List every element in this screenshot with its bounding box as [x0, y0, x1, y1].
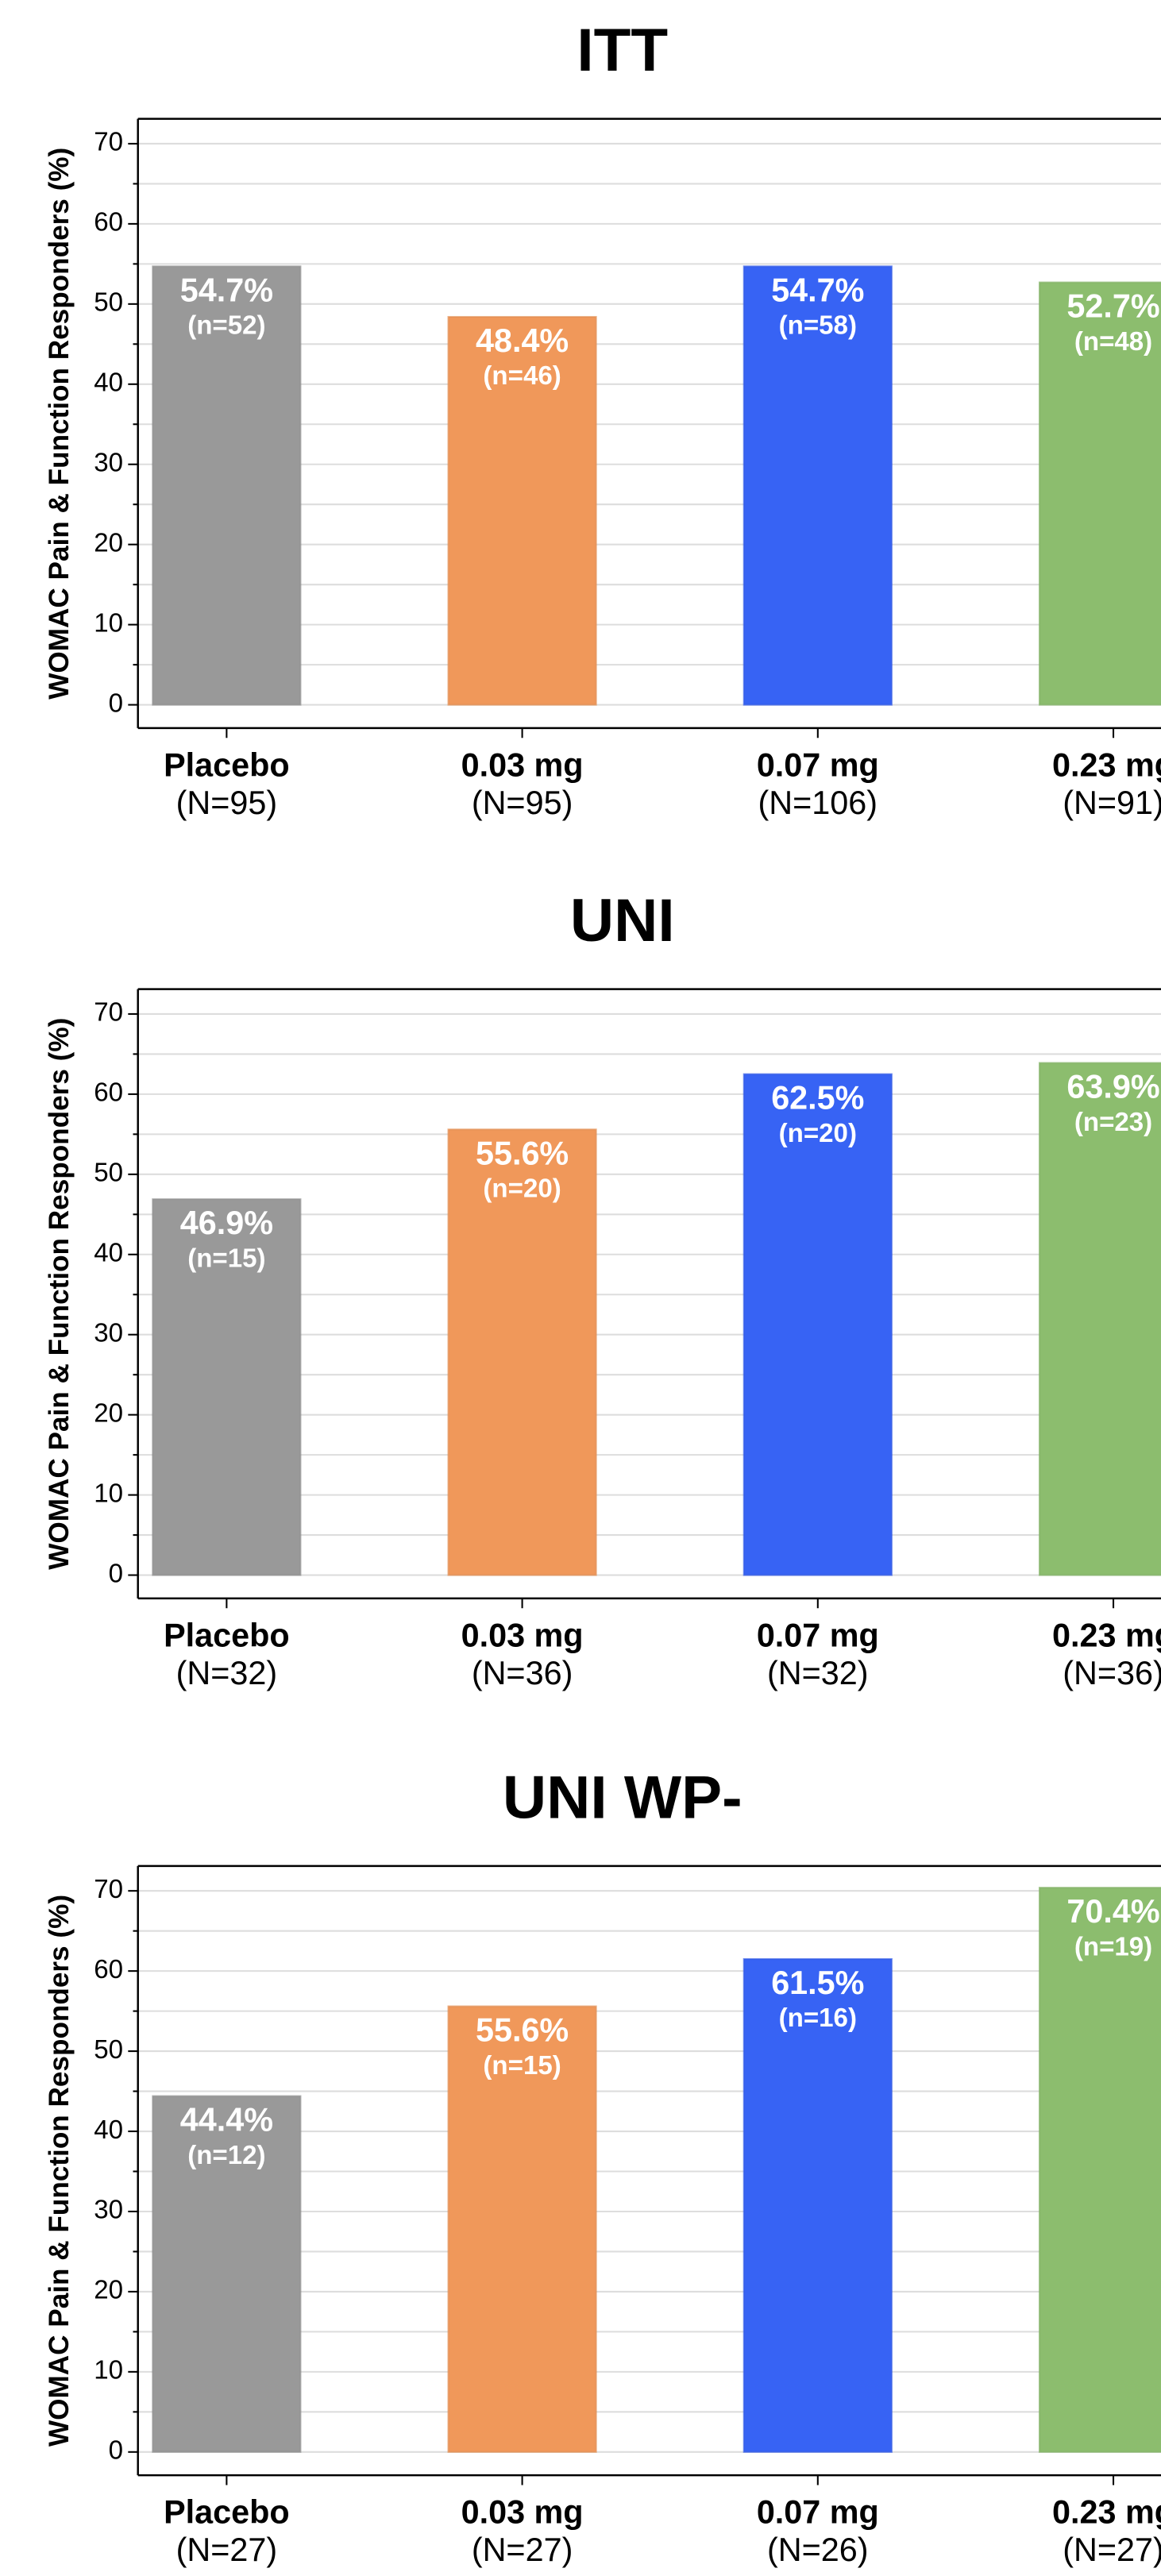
x-tick-sublabel: (N=27) [472, 2532, 573, 2568]
chart-panel: ITT 0 10 20 30 40 50 60 70 WOMAC Pain & Function … [44, 17, 1161, 821]
y-tick-label: 60 [94, 208, 123, 237]
y-axis-label: WOMAC Pain & Function Responders (%) [44, 1018, 75, 1570]
count-label: (n=16) [779, 2003, 857, 2033]
chart-panel: UNI WP- 0 10 20 30 40 50 60 70 WOMAC Pain & Funct… [44, 1764, 1161, 2568]
count-label: (n=52) [187, 311, 265, 341]
bar-fill [1040, 1063, 1161, 1575]
value-label: 55.6% [476, 1135, 569, 1171]
y-tick-label: 10 [94, 608, 123, 638]
x-tick-label: 0.23 mg [1052, 746, 1161, 783]
count-label: (n=48) [1074, 327, 1152, 357]
value-label: 62.5% [771, 1080, 864, 1116]
x-tick-sublabel: (N=27) [176, 2532, 278, 2568]
x-tick-label: Placebo [164, 2494, 290, 2531]
count-label: (n=20) [483, 1174, 561, 1204]
bar-fill [449, 2007, 596, 2451]
x-tick-sublabel: (N=91) [1063, 785, 1161, 821]
count-label: (n=15) [483, 2051, 561, 2080]
y-tick-label: 30 [94, 1318, 123, 1348]
value-label: 55.6% [476, 2012, 569, 2049]
y-tick-label: 40 [94, 368, 123, 398]
value-label: 54.7% [771, 272, 864, 308]
bar-fill [744, 267, 891, 704]
bar-fill [153, 2096, 300, 2451]
y-tick-label: 50 [94, 2035, 123, 2065]
y-tick-label: 40 [94, 1239, 123, 1268]
y-tick-label: 0 [109, 2436, 123, 2466]
x-tick-sublabel: (N=36) [1063, 1655, 1161, 1691]
x-tick-sublabel: (N=26) [767, 2532, 869, 2568]
y-axis-label: WOMAC Pain & Function Responders (%) [44, 1895, 75, 2447]
y-tick-label: 0 [109, 688, 123, 718]
y-tick-label: 20 [94, 2276, 123, 2305]
x-tick-sublabel: (N=32) [176, 1655, 278, 1691]
x-tick-sublabel: (N=32) [767, 1655, 869, 1691]
y-tick-label: 20 [94, 528, 123, 557]
chart-title: UNI WP- [503, 1764, 742, 1831]
bar-fill [449, 318, 596, 704]
x-tick-sublabel: (N=27) [1063, 2532, 1161, 2568]
bar-fill [449, 1130, 596, 1575]
value-label: 44.4% [180, 2102, 273, 2138]
y-tick-label: 60 [94, 1078, 123, 1108]
count-label: (n=19) [1074, 1932, 1152, 1961]
chart-title: ITT [577, 17, 668, 84]
y-tick-label: 70 [94, 998, 123, 1028]
count-label: (n=58) [779, 311, 857, 341]
y-tick-label: 30 [94, 448, 123, 477]
count-label: (n=46) [483, 361, 561, 391]
x-tick-label: Placebo [164, 1617, 290, 1653]
y-tick-label: 50 [94, 288, 123, 318]
y-tick-label: 0 [109, 1559, 123, 1588]
x-tick-label: 0.23 mg [1052, 2494, 1161, 2531]
x-tick-sublabel: (N=95) [472, 785, 573, 821]
value-label: 61.5% [771, 1965, 864, 2001]
x-tick-label: 0.03 mg [461, 746, 584, 783]
value-label: 70.4% [1066, 1893, 1159, 1930]
y-tick-label: 30 [94, 2196, 123, 2225]
y-tick-label: 20 [94, 1398, 123, 1428]
value-label: 52.7% [1066, 288, 1159, 325]
count-label: (n=15) [187, 1244, 265, 1273]
count-label: (n=20) [779, 1119, 857, 1148]
x-tick-label: 0.03 mg [461, 2494, 584, 2531]
chart-title: UNI [570, 887, 675, 954]
x-tick-sublabel: (N=106) [758, 785, 878, 821]
x-tick-sublabel: (N=95) [176, 785, 278, 821]
value-label: 54.7% [180, 272, 273, 308]
count-label: (n=23) [1074, 1108, 1152, 1137]
y-tick-label: 70 [94, 128, 123, 157]
x-tick-label: 0.07 mg [757, 746, 879, 783]
y-tick-label: 50 [94, 1159, 123, 1188]
x-tick-label: 0.03 mg [461, 1617, 584, 1653]
value-label: 46.9% [180, 1205, 273, 1241]
bar-fill [1040, 1888, 1161, 2451]
x-tick-label: 0.07 mg [757, 2494, 879, 2531]
count-label: (n=12) [187, 2141, 265, 2170]
x-tick-label: 0.23 mg [1052, 1617, 1161, 1653]
x-tick-sublabel: (N=36) [472, 1655, 573, 1691]
bar-fill [744, 1960, 891, 2451]
y-tick-label: 70 [94, 1875, 123, 1904]
y-tick-label: 10 [94, 1479, 123, 1508]
y-tick-label: 40 [94, 2115, 123, 2145]
x-tick-label: Placebo [164, 746, 290, 783]
y-tick-label: 60 [94, 1955, 123, 1984]
x-tick-label: 0.07 mg [757, 1617, 879, 1653]
value-label: 63.9% [1066, 1069, 1159, 1105]
bar-fill [1040, 283, 1161, 704]
bar-fill [153, 1200, 300, 1575]
value-label: 48.4% [476, 322, 569, 359]
bar-fill [744, 1074, 891, 1575]
y-axis-label: WOMAC Pain & Function Responders (%) [44, 148, 75, 700]
chart-panel: UNI 0 10 20 30 40 50 60 70 WOMAC Pain & Function … [44, 887, 1161, 1691]
y-tick-label: 10 [94, 2356, 123, 2385]
bar-fill [153, 267, 300, 704]
